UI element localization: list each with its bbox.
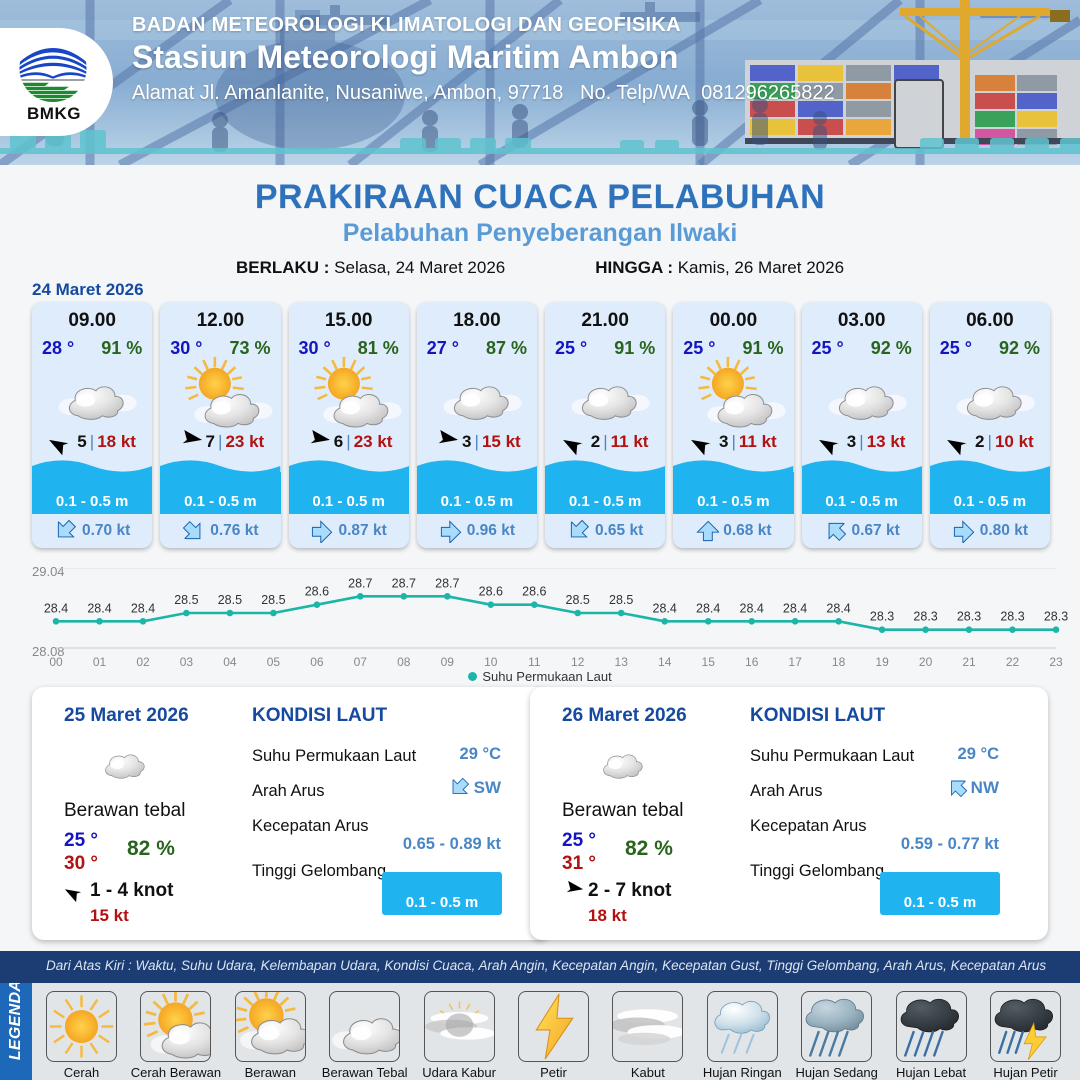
svg-text:28.6: 28.6: [305, 585, 329, 599]
svg-text:06: 06: [310, 655, 324, 669]
svg-text:17: 17: [788, 655, 802, 669]
svg-text:28.5: 28.5: [609, 593, 633, 607]
svg-text:01: 01: [93, 655, 107, 669]
svg-text:10: 10: [484, 655, 498, 669]
svg-text:05: 05: [267, 655, 281, 669]
svg-text:28.4: 28.4: [131, 601, 155, 615]
svg-text:20: 20: [919, 655, 933, 669]
svg-text:28.4: 28.4: [783, 601, 807, 615]
svg-text:28.4: 28.4: [696, 601, 720, 615]
svg-text:02: 02: [136, 655, 150, 669]
svg-text:28.3: 28.3: [957, 610, 981, 624]
svg-text:28.7: 28.7: [392, 576, 416, 590]
svg-text:28.3: 28.3: [913, 610, 937, 624]
svg-text:28.6: 28.6: [522, 585, 546, 599]
svg-text:07: 07: [354, 655, 368, 669]
svg-text:12: 12: [571, 655, 585, 669]
svg-text:28.7: 28.7: [435, 576, 459, 590]
svg-text:04: 04: [223, 655, 237, 669]
svg-text:28.3: 28.3: [1000, 610, 1024, 624]
svg-text:28.4: 28.4: [653, 601, 677, 615]
svg-text:28.3: 28.3: [1044, 610, 1068, 624]
svg-text:23: 23: [1049, 655, 1063, 669]
svg-text:28.4: 28.4: [740, 601, 764, 615]
svg-text:21: 21: [962, 655, 976, 669]
svg-text:18: 18: [832, 655, 846, 669]
svg-text:15: 15: [702, 655, 716, 669]
svg-text:11: 11: [528, 655, 541, 669]
svg-text:28.5: 28.5: [566, 593, 590, 607]
svg-text:28.5: 28.5: [174, 593, 198, 607]
svg-text:08: 08: [397, 655, 411, 669]
svg-text:28.4: 28.4: [44, 601, 68, 615]
svg-text:03: 03: [180, 655, 194, 669]
svg-text:19: 19: [875, 655, 889, 669]
svg-text:22: 22: [1006, 655, 1020, 669]
svg-text:28.4: 28.4: [87, 601, 111, 615]
svg-text:28.4: 28.4: [826, 601, 850, 615]
svg-text:09: 09: [441, 655, 455, 669]
svg-text:00: 00: [49, 655, 63, 669]
svg-text:28.5: 28.5: [218, 593, 242, 607]
svg-text:13: 13: [615, 655, 629, 669]
svg-text:28.5: 28.5: [261, 593, 285, 607]
svg-text:28.3: 28.3: [870, 610, 894, 624]
svg-text:14: 14: [658, 655, 672, 669]
svg-text:16: 16: [745, 655, 759, 669]
svg-text:28.7: 28.7: [348, 576, 372, 590]
svg-text:28.6: 28.6: [479, 585, 503, 599]
